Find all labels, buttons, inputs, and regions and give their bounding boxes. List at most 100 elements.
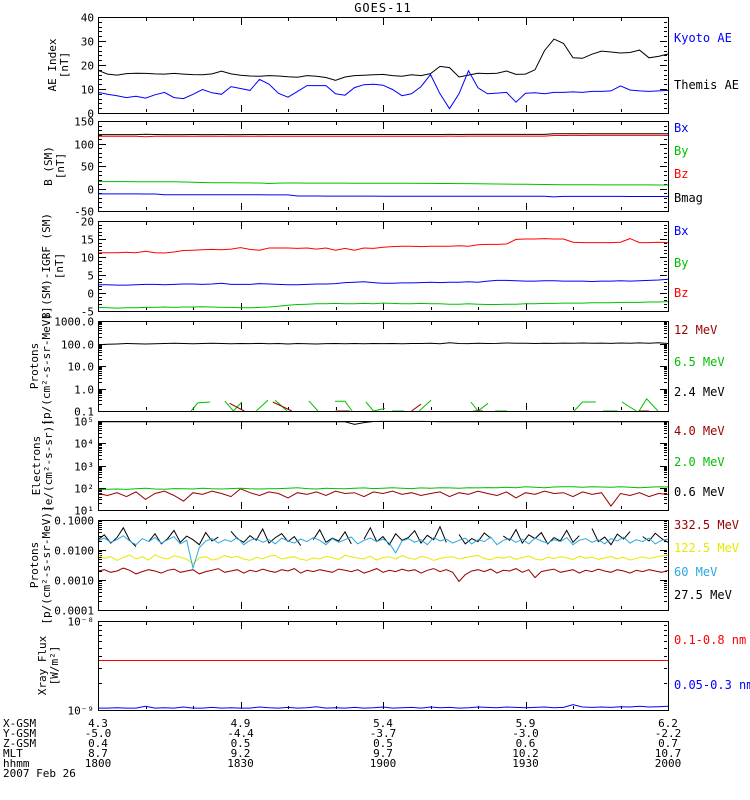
frame-b-sm-igrf	[98, 221, 669, 312]
ytick-label: 30	[81, 36, 94, 49]
legend-6.5-mev: 6.5 MeV	[674, 355, 725, 369]
xaxis-value-x-gsm-1: 4.9	[231, 717, 251, 730]
panel-b-sm-igrf: -5 0 5 10 15 20 B (SM)-IGRF (SM) [nT] Bx By Bz	[40, 213, 688, 319]
xaxis-value-hhmm-3: 1930	[512, 757, 539, 770]
series-p-60mev	[97, 535, 669, 571]
series-p-27.5mev	[97, 526, 137, 547]
ytick-label: 0	[87, 184, 94, 197]
legend-bmag: Bmag	[674, 191, 703, 205]
series-by	[97, 301, 669, 309]
series-p-27.5mev	[503, 528, 580, 545]
xaxis-row-label-mlt: MLT	[3, 747, 23, 760]
series-bx	[98, 193, 668, 198]
ytick-label: 0.1	[74, 406, 94, 419]
legend-by: By	[674, 256, 688, 270]
series-p-6.5mev	[335, 400, 353, 412]
legend-bz: Bz	[674, 286, 688, 300]
ytick-label: 100.0	[61, 339, 94, 352]
xaxis-value-z-gsm-4: 0.7	[658, 737, 678, 750]
ylabel-ae-index-line2: [nT]	[58, 52, 71, 79]
ytick-label: 50	[81, 161, 94, 174]
series-p-6.5mev	[365, 401, 386, 412]
ytick-label: 0.0001	[54, 605, 94, 618]
xaxis-value-hhmm-0: 1800	[85, 757, 112, 770]
frame-protons-high	[98, 520, 669, 611]
legend-0.1-0.8-nm: 0.1-0.8 nm	[674, 633, 746, 647]
series-p-6.5mev	[638, 397, 659, 412]
panel-b-sm: -50 0 50 100 150 B (SM) [nT] Bx By Bz Bmag	[42, 116, 703, 219]
ytick-label: 40	[81, 12, 94, 25]
legend-27.5-mev: 27.5 MeV	[674, 588, 732, 602]
series-p-12mev	[411, 403, 422, 412]
ytick-label: 0.1000	[54, 515, 94, 528]
series-p-12mev	[272, 401, 293, 412]
frame-protons-low	[98, 321, 669, 412]
ylabel-protons-high-line1: Protons	[28, 542, 41, 588]
ylabel-b-sm-line1: B (SM)	[42, 146, 55, 186]
series-p-6.5mev	[190, 401, 211, 412]
ytick-label: 0.0100	[54, 545, 94, 558]
series-p-2.4mev	[97, 342, 669, 346]
frame-b-sm	[98, 121, 669, 212]
ytick-label: 10⁻⁸	[68, 616, 95, 629]
ylabel-electrons-line2: [e/(cm²-s-sr)]	[42, 419, 55, 512]
ylabel-ae-index-line1: AE Index	[46, 38, 59, 91]
xaxis-value-x-gsm-2: 5.4	[373, 717, 393, 730]
ytick-label: 10⁴	[74, 438, 94, 451]
panel-protons-low: 0.1 1.0 10.0 100.0 1000.0 Protons [p/(cm²-s-sr…	[28, 306, 725, 425]
legend-bz: Bz	[674, 167, 688, 181]
ylabel-b-sm-igrf-line1: B (SM)-IGRF (SM)	[40, 213, 53, 319]
series-p-6.5mev	[255, 399, 269, 412]
panel-xray-flux: 10⁻⁹ 10⁻⁸ Xray Flux [W/m²] 0.1-0.8 nm 0.05-0.…	[36, 616, 750, 718]
legend-kyoto-ae: Kyoto AE	[674, 31, 732, 45]
xaxis-value-z-gsm-0: 0.4	[88, 737, 108, 750]
series-e-4.0mev	[97, 488, 669, 507]
xaxis-value-hhmm-1: 1830	[227, 757, 254, 770]
series-bx	[98, 278, 669, 286]
xaxis-row-label-y-gsm: Y-GSM	[3, 727, 36, 740]
xaxis-value-mlt-3: 10.2	[512, 747, 539, 760]
xaxis-value-z-gsm-1: 0.5	[231, 737, 251, 750]
series-bmag	[98, 133, 668, 136]
series-p-122.5mev	[97, 554, 669, 565]
legend-0.6-mev: 0.6 MeV	[674, 485, 725, 499]
ytick-label: 5	[87, 270, 94, 283]
frame-xray-flux	[98, 621, 669, 711]
frame-ae-index	[98, 17, 669, 114]
ytick-label: -50	[74, 206, 94, 219]
ylabel-xray-flux-line1: Xray Flux	[36, 635, 49, 695]
xaxis-row-label-x-gsm: X-GSM	[3, 717, 36, 730]
ylabel-electrons-line1: Electrons	[30, 436, 43, 496]
series-p-6.5mev	[418, 399, 432, 412]
panel-ae-index: 0 10 20 30 40 AE Index [nT] Kyoto AE Themis AE	[46, 12, 739, 121]
ylabel-protons-high-line2: [p/(cm²-s-sr-MeV)]	[40, 505, 53, 624]
xaxis-value-x-gsm-0: 4.3	[88, 717, 108, 730]
ytick-label: 0	[87, 108, 94, 121]
series-p-6.5mev	[308, 400, 319, 412]
panel-protons-high: 0.0001 0.0010 0.0100 0.1000 Protons [p/(cm²-s…	[28, 505, 739, 624]
xaxis-value-y-gsm-0: -5.0	[85, 727, 112, 740]
ytick-label: 15	[81, 234, 94, 247]
ylabel-protons-low-line1: Protons	[28, 343, 41, 389]
ytick-label: 1000.0	[54, 316, 94, 329]
series-p-6.5mev	[621, 401, 637, 412]
ytick-label: 10²	[74, 483, 94, 496]
xaxis-value-hhmm-4: 2000	[655, 757, 682, 770]
xaxis-value-z-gsm-2: 0.5	[373, 737, 393, 750]
panel-electrons: 10¹ 10² 10³ 10⁴ 10⁵ Electrons [e/(cm²-s-sr)] 4.…	[30, 416, 725, 518]
xaxis-value-y-gsm-2: -3.7	[370, 727, 397, 740]
ytick-label: 20	[81, 216, 94, 229]
xaxis-value-mlt-2: 9.7	[373, 747, 393, 760]
ylabel-protons-low-line2: [p/(cm²-s-sr-MeV)]	[40, 306, 53, 425]
series-bz	[98, 238, 669, 254]
ytick-label: 10	[81, 84, 94, 97]
series-xray-short	[98, 704, 669, 709]
legend-by: By	[674, 144, 688, 158]
series-p-27.5mev	[591, 528, 631, 546]
series-bz	[98, 134, 668, 138]
xaxis-value-y-gsm-4: -2.2	[655, 727, 682, 740]
ylabel-xray-flux-line2: [W/m²]	[48, 646, 61, 686]
series-p-27.5mev	[312, 528, 352, 545]
xaxis-value-x-gsm-3: 5.9	[516, 717, 536, 730]
